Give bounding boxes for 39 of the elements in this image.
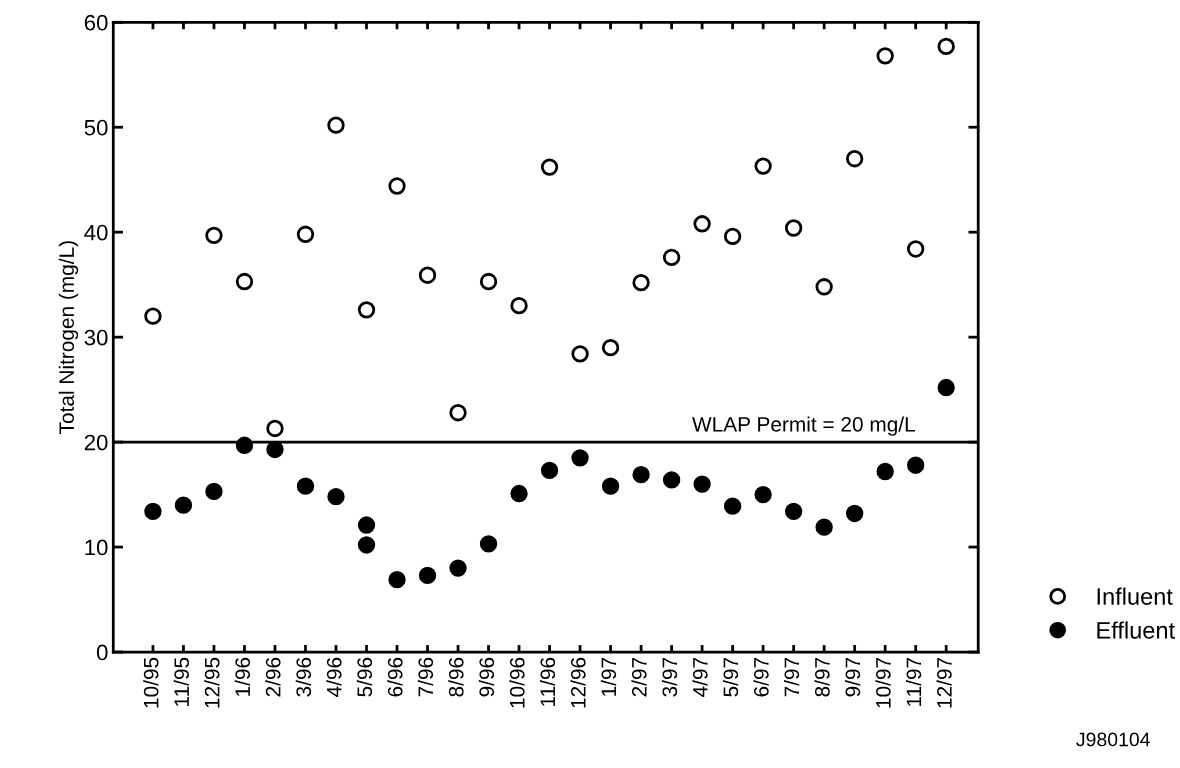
x-tick-label: 8/96 bbox=[448, 657, 464, 697]
x-tick-label: 3/97 bbox=[661, 657, 678, 697]
x-tick-label: 11/96 bbox=[539, 657, 556, 706]
legend-label: Effluent bbox=[1097, 621, 1175, 639]
legend-label: Influent bbox=[1097, 587, 1173, 605]
x-tick-label: 3/96 bbox=[295, 657, 312, 697]
y-tick-label: 20 bbox=[84, 434, 108, 451]
y-tick-label: 10 bbox=[85, 539, 108, 556]
x-tick-label: 10/97 bbox=[875, 657, 891, 708]
x-tick-label: 10/96 bbox=[509, 657, 525, 708]
y-tick-label: 0 bbox=[96, 644, 108, 661]
x-tick-label: 4/97 bbox=[692, 657, 708, 697]
x-tick-label: 12/96 bbox=[570, 657, 586, 708]
y-tick-label: 50 bbox=[84, 119, 108, 136]
x-tick-label: 7/97 bbox=[783, 657, 800, 697]
y-axis-title: Total Nitrogen (mg/L) bbox=[58, 241, 79, 434]
y-tick-label: 40 bbox=[84, 224, 108, 241]
x-tick-label: 12/97 bbox=[936, 657, 952, 708]
y-tick-label: 30 bbox=[84, 329, 108, 346]
x-tick-label: 9/97 bbox=[844, 657, 861, 697]
x-tick-label: 1/97 bbox=[600, 657, 617, 696]
x-tick-label: 8/97 bbox=[814, 657, 830, 697]
ref-line-label: WLAP Permit = 20 mg/L bbox=[692, 416, 915, 436]
y-tick-label: 60 bbox=[84, 14, 108, 31]
x-tick-label: 6/97 bbox=[753, 657, 769, 697]
x-tick-label: 5/96 bbox=[356, 657, 373, 697]
x-tick-label: 2/96 bbox=[265, 657, 281, 697]
x-tick-label: 6/96 bbox=[387, 657, 403, 697]
x-tick-label: 2/97 bbox=[631, 657, 647, 697]
x-tick-label: 1/96 bbox=[234, 657, 251, 696]
x-tick-label: 9/96 bbox=[478, 657, 495, 697]
x-tick-label: 7/96 bbox=[417, 657, 434, 697]
x-tick-label: 4/96 bbox=[326, 657, 342, 697]
x-tick-label: 11/97 bbox=[905, 657, 922, 706]
x-tick-label: 10/95 bbox=[143, 657, 159, 708]
x-tick-label: 11/95 bbox=[173, 657, 190, 706]
text: J980104 bbox=[1076, 732, 1150, 747]
x-tick-label: 12/95 bbox=[204, 657, 220, 708]
x-tick-label: 5/97 bbox=[722, 657, 739, 697]
